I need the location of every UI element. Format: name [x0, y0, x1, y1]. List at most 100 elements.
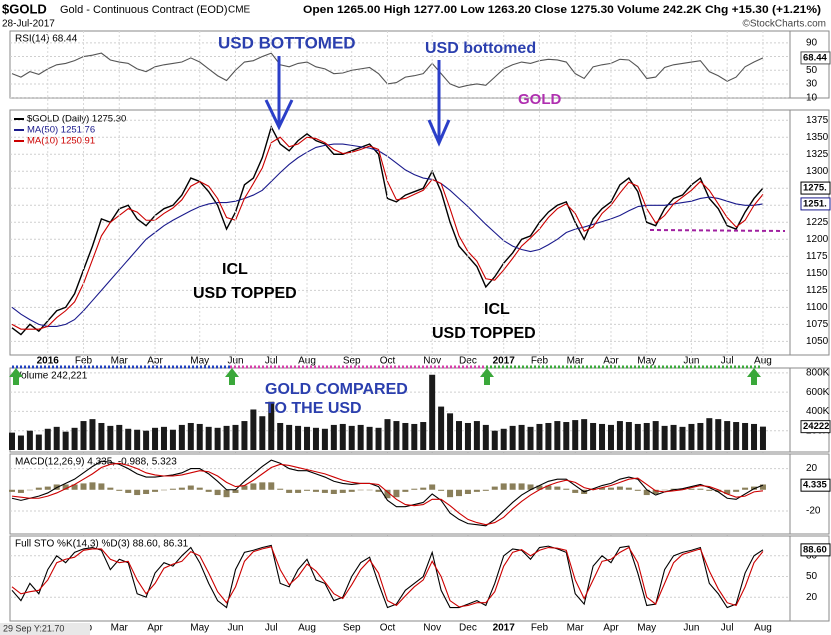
panel-group: 2050802016FebMarAprMayJunJulAugSepOctNov… [9, 535, 831, 634]
bar [277, 488, 284, 490]
bar [295, 489, 302, 493]
series-line [11, 544, 764, 609]
bar [742, 487, 749, 490]
y-tick-label: 800K [806, 367, 830, 378]
marker [747, 368, 761, 385]
y-tick-label: 30 [806, 79, 818, 90]
bar [715, 489, 722, 492]
bar [160, 489, 167, 491]
x-tick-label: Sep [343, 623, 361, 634]
bar [214, 489, 221, 496]
x-tick-label: May [190, 356, 209, 367]
annotation: GOLD [518, 91, 561, 108]
bar [590, 422, 597, 450]
x-tick-label: Feb [75, 356, 93, 367]
quote: Open 1265.00 High 1277.00 Low 1263.20 Cl… [303, 4, 821, 16]
bar [357, 424, 364, 450]
bar [375, 427, 382, 450]
bar [17, 435, 24, 450]
bar [268, 482, 275, 490]
bar [44, 428, 51, 450]
y-tick-label: 1350 [806, 132, 829, 143]
bar [616, 421, 623, 450]
bar [80, 421, 87, 450]
bar [634, 423, 641, 450]
bar [527, 426, 534, 450]
x-tick-label: Jul [265, 623, 278, 634]
bar [759, 426, 766, 450]
x-tick-label: May [190, 623, 209, 634]
x-tick-label: May [637, 623, 656, 634]
legend-entry: MA(50) 1251.76 [27, 125, 95, 136]
x-tick-label: Feb [531, 356, 549, 367]
bar [134, 429, 141, 450]
bar [652, 421, 659, 450]
annotation: USD BOTTOMED [218, 33, 356, 52]
y-tick-label: 1325 [806, 149, 829, 160]
annotation: TO THE USD [265, 400, 362, 417]
support-line [649, 229, 786, 232]
bar [500, 483, 507, 490]
x-tick-label: Apr [147, 356, 163, 367]
bar [205, 489, 212, 492]
bar [634, 489, 641, 491]
series-line [11, 459, 764, 527]
bar [447, 489, 454, 498]
period-markers [9, 368, 761, 385]
bar [321, 428, 328, 450]
bar [17, 489, 24, 493]
bar [384, 489, 391, 499]
bar [536, 423, 543, 450]
credit: ©StockCharts.com [742, 19, 826, 30]
bar [312, 489, 319, 492]
annotation: USD TOPPED [193, 285, 297, 302]
bar [411, 488, 418, 490]
bar [268, 401, 275, 450]
bar [438, 489, 445, 491]
bar [178, 424, 185, 450]
x-tick-label: 2016 [37, 356, 60, 367]
arrow-head [264, 99, 294, 131]
bar [71, 484, 78, 490]
x-tick-label: Jul [721, 356, 734, 367]
bar [429, 374, 436, 450]
value-tag [800, 543, 831, 557]
bar [160, 426, 167, 450]
x-tick-label: Aug [298, 623, 316, 634]
bar [473, 421, 480, 450]
panel-title: Volume 242,221 [15, 371, 88, 382]
panel [9, 30, 830, 99]
bar [456, 421, 462, 450]
bar [572, 420, 579, 450]
x-tick-label: Sep [343, 356, 361, 367]
bar [196, 487, 203, 490]
annotations: USD BOTTOMED USD bottomed GOLD ICL USD TOPPE… [193, 33, 561, 417]
bar [169, 429, 176, 450]
symbol: $GOLD [2, 1, 47, 16]
bar [232, 424, 239, 450]
x-tick-label: Jun [227, 356, 243, 367]
bar [509, 483, 516, 490]
readout-box [0, 623, 90, 635]
bar [214, 427, 221, 450]
bar [420, 487, 427, 490]
x-tick-label: Apr [603, 623, 619, 634]
exchange: CME [228, 5, 251, 16]
value-tag [800, 478, 831, 492]
y-tick-label: 50 [806, 65, 818, 76]
bar [286, 489, 293, 493]
x-tick-label: Jul [265, 356, 278, 367]
bar [250, 409, 257, 450]
bar [393, 421, 400, 450]
y-tick-label: 1175 [806, 251, 828, 262]
bar [250, 483, 257, 490]
series-line [11, 136, 764, 330]
value-tag-label: 24222 [803, 421, 829, 432]
y-tick-label: 600K [806, 387, 830, 398]
y-tick-label: 1200 [806, 234, 829, 245]
x-tick-label: Jun [683, 623, 699, 634]
bar [116, 424, 123, 450]
bar [518, 424, 525, 450]
bar [581, 419, 588, 450]
